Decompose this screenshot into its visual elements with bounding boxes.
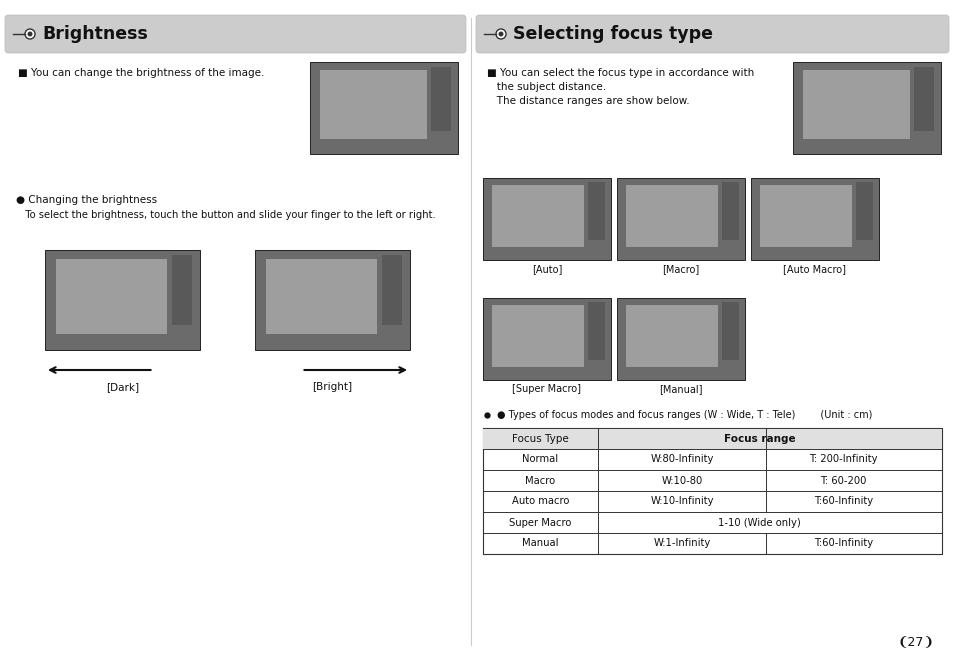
Bar (45, 250, 200, 350)
Text: [Auto Macro]: [Auto Macro] (782, 264, 845, 274)
Text: Focus range: Focus range (723, 434, 795, 444)
FancyBboxPatch shape (5, 15, 465, 53)
Text: W:80-Infinity: W:80-Infinity (650, 455, 713, 465)
Text: W:1-Infinity: W:1-Infinity (653, 539, 710, 548)
Text: [Macro]: [Macro] (661, 264, 699, 274)
Text: Focus Type: Focus Type (512, 434, 568, 444)
Bar (587, 302, 604, 360)
Text: Auto macro: Auto macro (511, 496, 569, 506)
Bar (266, 259, 377, 334)
Bar (625, 306, 718, 367)
Bar (254, 250, 410, 350)
Text: Manual: Manual (521, 539, 558, 548)
Bar (482, 298, 610, 380)
Text: the subject distance.: the subject distance. (486, 82, 605, 92)
Text: [Manual]: [Manual] (659, 384, 702, 394)
Text: T: 200-Infinity: T: 200-Infinity (808, 455, 877, 465)
Bar (492, 185, 583, 247)
Text: T:60-Infinity: T:60-Infinity (813, 496, 872, 506)
Bar (492, 306, 583, 367)
Bar (760, 185, 851, 247)
Text: [Bright]: [Bright] (313, 382, 353, 392)
Bar (482, 178, 610, 260)
Text: Super Macro: Super Macro (509, 517, 571, 527)
Bar (617, 298, 744, 380)
Circle shape (496, 29, 505, 39)
Text: [Super Macro]: [Super Macro] (512, 384, 581, 394)
Text: The distance ranges are show below.: The distance ranges are show below. (486, 96, 689, 106)
Circle shape (498, 32, 503, 36)
Bar (482, 428, 941, 554)
Text: 1-10 (Wide only): 1-10 (Wide only) (718, 517, 800, 527)
Text: ❨27❩: ❨27❩ (896, 635, 933, 648)
Bar (587, 182, 604, 240)
Bar (855, 182, 872, 240)
Text: T:60-Infinity: T:60-Infinity (813, 539, 872, 548)
Text: Normal: Normal (522, 455, 558, 465)
Text: Brightness: Brightness (42, 25, 148, 43)
Text: [Dark]: [Dark] (106, 382, 139, 392)
Circle shape (28, 32, 32, 36)
Bar (382, 255, 402, 325)
Bar (320, 70, 427, 139)
Bar (721, 302, 738, 360)
Text: [Auto]: [Auto] (531, 264, 561, 274)
Text: ■ You can select the focus type in accordance with: ■ You can select the focus type in accor… (486, 68, 754, 78)
Bar (617, 178, 744, 260)
Circle shape (25, 29, 35, 39)
Text: W:10-80: W:10-80 (660, 475, 702, 486)
Text: Macro: Macro (525, 475, 555, 486)
Bar (310, 62, 457, 154)
Text: T: 60-200: T: 60-200 (820, 475, 865, 486)
Bar (792, 62, 940, 154)
Bar (750, 178, 878, 260)
Bar (913, 67, 933, 131)
Text: ● Types of focus modes and focus ranges (W : Wide, T : Tele)        (Unit : cm): ● Types of focus modes and focus ranges … (497, 410, 871, 420)
Bar (625, 185, 718, 247)
FancyBboxPatch shape (476, 15, 948, 53)
Text: ● Changing the brightness: ● Changing the brightness (16, 195, 157, 205)
Bar (802, 70, 909, 139)
Text: To select the brightness, touch the button and slide your finger to the left or : To select the brightness, touch the butt… (16, 210, 436, 220)
Bar (721, 182, 738, 240)
Bar (172, 255, 193, 325)
Bar (431, 67, 450, 131)
Text: ■ You can change the brightness of the image.: ■ You can change the brightness of the i… (18, 68, 264, 78)
Text: Selecting focus type: Selecting focus type (513, 25, 712, 43)
Bar (482, 428, 941, 449)
Bar (56, 259, 168, 334)
Text: W:10-Infinity: W:10-Infinity (650, 496, 713, 506)
